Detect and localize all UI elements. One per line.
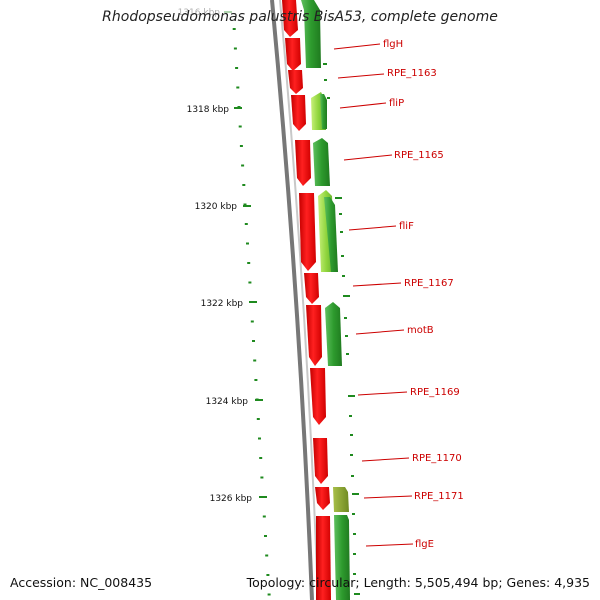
- gene-label-fliF: fliF: [399, 221, 414, 232]
- tick-dot: [254, 379, 258, 381]
- gene-arrow: [291, 95, 306, 131]
- kbp-label: 1320 kbp: [195, 202, 238, 212]
- tick-dot: [267, 593, 271, 596]
- tick-dot: [253, 359, 257, 362]
- backbone-inner: [279, 0, 319, 600]
- kbp-tick-2: 1320 kbp: [195, 202, 251, 212]
- gene-arrow: [324, 197, 338, 272]
- tick-dot: [256, 418, 260, 420]
- feature-dashes: [323, 63, 360, 595]
- accession-text: Accession: NC_008435: [10, 575, 153, 590]
- gene-arrow: [333, 487, 349, 512]
- gene-arrow: [320, 94, 327, 129]
- gene-label-flgE: flgE: [415, 539, 434, 550]
- gene-arrow: [310, 368, 326, 425]
- tick-dot: [238, 125, 242, 128]
- tick-dot: [244, 223, 248, 225]
- tick-dot: [265, 554, 269, 557]
- tick-dot: [248, 281, 252, 284]
- gene-arrow: [301, 0, 321, 68]
- gene-arrow: [285, 38, 301, 71]
- tick-dot: [258, 437, 261, 440]
- gene-label-motB: motB: [407, 325, 434, 336]
- backbone-outer: [270, 0, 314, 600]
- kbp-label: 1316 kbp: [178, 8, 221, 18]
- topology-text: Topology: circular; Length: 5,505,494 bp…: [246, 575, 590, 590]
- tick-dot: [250, 320, 254, 323]
- tick-dot: [246, 242, 249, 245]
- gene-label-RPE_1169: RPE_1169: [410, 387, 460, 398]
- tick-dot: [247, 262, 251, 264]
- tick-dot: [239, 145, 243, 147]
- kbp-tick-1: 1318 kbp: [187, 105, 242, 115]
- gene-arrow: [306, 305, 322, 366]
- reverse-strand-genes: [282, 0, 331, 600]
- label-leaders: [333, 43, 414, 547]
- kbp-label: 1324 kbp: [206, 397, 249, 407]
- kbp-tick-4: 1324 kbp: [206, 397, 263, 407]
- gene-arrow: [313, 138, 330, 186]
- gene-label-RPE_1167: RPE_1167: [404, 278, 454, 289]
- genome-title: Rhodopseudomonas palustris BisA53, compl…: [102, 9, 498, 25]
- tick-dot: [259, 457, 263, 459]
- tick-dot: [242, 184, 246, 186]
- tick-dot: [264, 535, 267, 537]
- kbp-tick-3: 1322 kbp: [201, 299, 257, 309]
- gene-arrow: [304, 273, 319, 304]
- tick-dot: [243, 203, 247, 206]
- gene-labels: flgH RPE_1163 fliP RPE_1165 fliF RPE_116…: [383, 39, 464, 550]
- kbp-label: 1326 kbp: [210, 494, 253, 504]
- gene-label-fliP: fliP: [389, 98, 404, 109]
- tick-dot: [262, 515, 266, 518]
- kbp-label: 1322 kbp: [201, 299, 244, 309]
- gene-label-RPE_1163: RPE_1163: [387, 68, 437, 79]
- kbp-label: 1318 kbp: [187, 105, 230, 115]
- kbp-tick-5: 1326 kbp: [210, 494, 267, 504]
- gene-label-RPE_1171: RPE_1171: [414, 491, 464, 502]
- tick-dot: [252, 340, 255, 342]
- gene-label-RPE_1170: RPE_1170: [412, 453, 462, 464]
- gene-arrow: [316, 516, 331, 600]
- forward-strand-genes: [301, 0, 350, 600]
- tick-dot: [266, 574, 270, 576]
- gene-arrow: [313, 438, 328, 484]
- tick-dots: [232, 28, 271, 596]
- backbone: [270, 0, 319, 600]
- gene-arrow: [288, 70, 303, 94]
- tick-dot: [260, 476, 264, 479]
- gene-arrow: [325, 302, 342, 366]
- tick-dot: [233, 47, 237, 50]
- gene-arrow: [299, 193, 316, 271]
- gene-arrow: [334, 515, 350, 600]
- gene-label-flgH: flgH: [383, 39, 403, 50]
- tick-dot: [241, 164, 245, 167]
- gene-arrow: [315, 487, 330, 510]
- tick-dot: [236, 86, 240, 89]
- tick-dot: [232, 28, 236, 30]
- gene-arrow: [295, 140, 311, 186]
- tick-dot: [235, 67, 239, 69]
- kbp-tick-0: 1316 kbp: [178, 8, 232, 18]
- gene-arrow: [282, 0, 298, 37]
- gene-label-RPE_1165: RPE_1165: [394, 150, 444, 161]
